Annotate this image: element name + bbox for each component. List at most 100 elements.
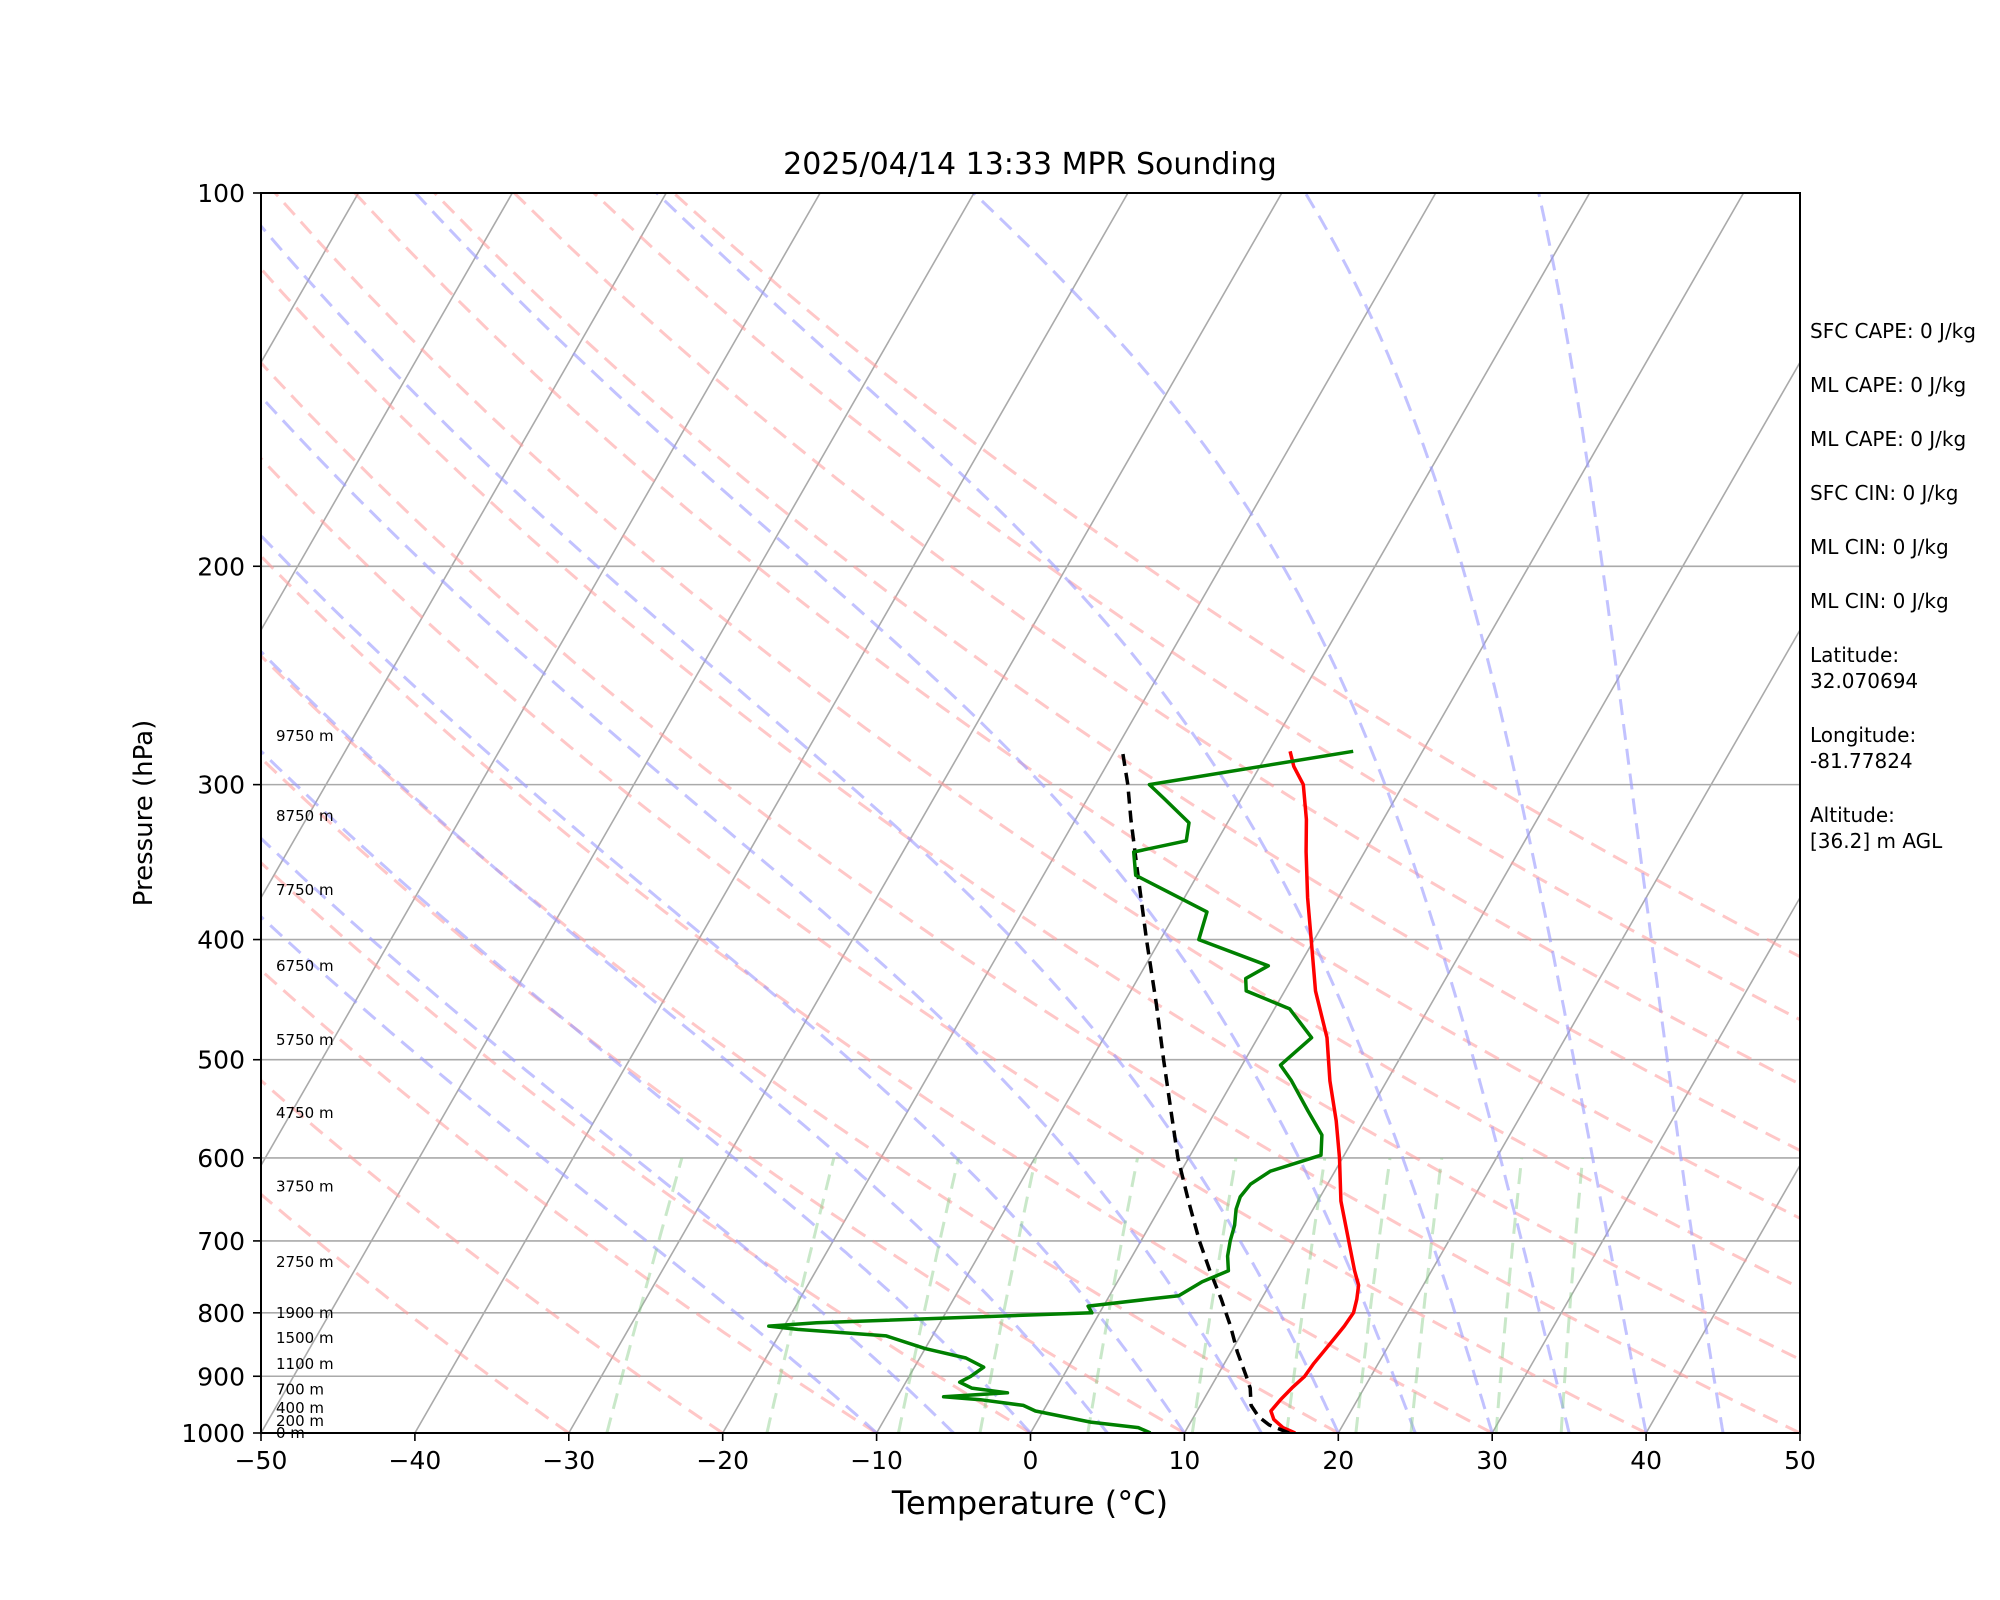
moist-adiabat-line [1537,193,1725,1433]
mixing-ratio-line [978,1157,1038,1433]
mixing-ratio-line [1285,1157,1327,1433]
dewpoint-line [767,749,1354,1433]
isotherm-line [261,193,975,1433]
stat-item: ML CAPE: 0 J/kg [1810,427,1967,451]
mixing-ratio-line [1409,1157,1444,1433]
x-tick-label: 40 [1630,1446,1662,1475]
y-tick-label: 100 [197,179,245,208]
isotherm-line [0,193,205,1433]
chart-title: 2025/04/14 13:33 MPR Sounding [783,147,1277,182]
moist-adiabat-line [261,749,1032,1433]
height-label: 1100 m [276,1355,334,1373]
x-tick-label: 20 [1322,1446,1354,1475]
stat-item: ML CIN: 0 J/kg [1810,589,1949,613]
y-tick-label: 600 [197,1144,245,1173]
moist-adiabat-line [261,914,878,1433]
sounding-stats-panel: SFC CAPE: 0 J/kg ML CAPE: 0 J/kg ML CAPE: … [1810,318,2000,882]
stat-item: SFC CAPE: 0 J/kg [1810,319,1976,343]
mixing-ratio-line [1190,1157,1238,1433]
x-tick-label: −50 [235,1446,288,1475]
y-tick-label: 900 [197,1362,245,1391]
height-label: 400 m [276,1399,324,1417]
height-label: 700 m [276,1380,324,1398]
isotherm-line [1337,628,1800,1433]
isotherm-line [261,193,667,900]
stat-item: Longitude: -81.77824 [1810,723,1917,773]
moist-adiabat-line [414,193,1417,1433]
mixing-ratio-line [1559,1157,1585,1433]
x-axis: −50 −40 −30 −20 −10 0 10 20 30 40 50 [235,1433,1816,1475]
height-label: 1900 m [276,1304,334,1322]
height-label: 5750 m [276,1031,334,1049]
dry-adiabat-line [261,456,1647,1433]
moist-adiabat-line [1304,193,1648,1433]
moist-adiabat-line [261,223,1340,1433]
height-label: 1500 m [276,1329,334,1347]
isotherm-line [1491,896,1800,1433]
dry-adiabat-line [433,193,1800,1153]
x-tick-label: 50 [1784,1446,1816,1475]
isotherm-line [1183,360,1800,1433]
isotherm-line [722,193,1437,1433]
moist-adiabat-line [972,193,1571,1433]
height-label: 2750 m [276,1253,334,1271]
stat-item: Latitude: 32.070694 [1810,643,1919,693]
x-tick-label: −30 [542,1446,595,1475]
isotherm-line [1029,193,1745,1433]
dry-adiabat-line [261,860,1032,1433]
y-tick-label: 700 [197,1227,245,1256]
dry-adiabat-line [672,193,1800,959]
y-tick-label: 300 [197,771,245,800]
moist-adiabat-line [261,533,1186,1433]
dry-adiabat-line [261,653,1340,1433]
y-tick-label: 200 [197,552,245,581]
dry-adiabat-line [261,1078,724,1433]
plot-frame [260,192,1801,1434]
mixing-ratio-line [605,1157,684,1433]
isotherm-line [261,193,513,632]
mixing-ratio-line [896,1157,960,1433]
mixing-ratio-line [765,1157,836,1433]
height-label: 3750 m [276,1178,334,1196]
temperature-line [1269,750,1361,1433]
height-label: 7750 m [276,881,334,899]
y-tick-label: 800 [197,1299,245,1328]
x-tick-label: −40 [389,1446,442,1475]
parcel-line [1121,752,1290,1433]
isotherm-line [261,193,821,1167]
x-tick-label: −10 [850,1446,903,1475]
isotherm-line [414,193,1129,1433]
mixing-ratio-line [1354,1157,1392,1433]
isotherm-line [1645,1163,1800,1433]
isotherm-line [0,193,51,1433]
data-lines [767,749,1361,1433]
x-tick-label: 0 [1023,1446,1039,1475]
height-label: 200 m [276,1412,324,1430]
stat-item: SFC CIN: 0 J/kg [1810,481,1959,505]
dry-adiabat-line [261,266,1800,1362]
isotherm-line [875,193,1591,1433]
y-tick-label: 400 [197,926,245,955]
y-axis-label: Pressure (hPa) [129,720,159,907]
dry-adiabat-line [592,193,1800,1022]
stat-item: Altitude: [36.2] m AGL [1810,803,1943,853]
height-label: 4750 m [276,1104,334,1122]
x-tick-label: −20 [696,1446,749,1475]
y-tick-label: 500 [197,1046,245,1075]
moist-adiabat-line [261,394,1263,1433]
moist-adiabat-line [261,836,955,1433]
moist-adiabat-line [655,193,1494,1433]
isotherm-line [568,193,1283,1433]
dry-adiabat-line [261,360,1800,1433]
y-tick-label: 1000 [181,1419,245,1448]
moist-adiabat-line [261,649,1109,1433]
x-tick-label: 30 [1476,1446,1508,1475]
stat-item: ML CAPE: 0 J/kg [1810,373,1967,397]
stat-item: ML CIN: 0 J/kg [1810,535,1949,559]
mixing-ratio-line [1494,1157,1524,1433]
x-tick-label: 10 [1168,1446,1200,1475]
dry-adiabat-line [513,193,1800,1086]
mixing-ratio-line [1086,1157,1139,1433]
